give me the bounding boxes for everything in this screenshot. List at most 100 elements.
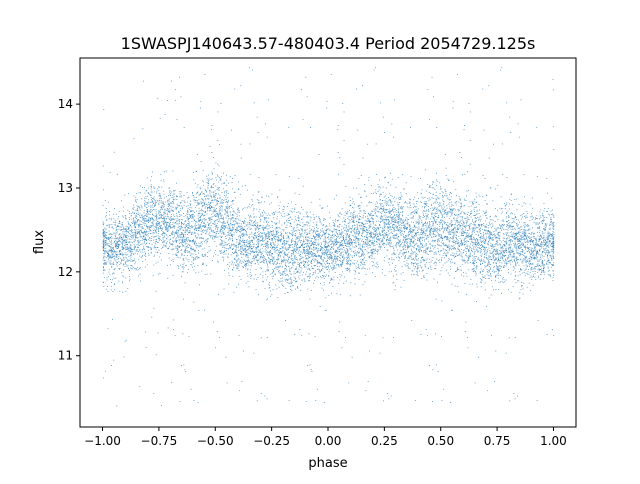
data-point [278, 252, 280, 253]
data-point [137, 210, 138, 211]
data-point [300, 247, 301, 249]
data-point [204, 226, 206, 228]
data-point [103, 282, 104, 284]
data-point [253, 246, 255, 247]
data-point [218, 189, 220, 191]
data-point [122, 248, 124, 250]
data-point [176, 119, 178, 121]
data-point [102, 272, 104, 274]
data-point [120, 229, 122, 231]
data-point [314, 271, 316, 273]
data-point [174, 233, 176, 234]
data-point [157, 252, 159, 253]
data-point [201, 180, 203, 182]
data-point [134, 239, 136, 240]
data-point [272, 247, 274, 248]
data-point [106, 215, 107, 217]
data-point [136, 229, 138, 231]
data-point [172, 248, 174, 250]
data-point [182, 271, 184, 273]
data-point [105, 370, 106, 372]
data-point [259, 251, 261, 253]
data-point [181, 233, 183, 235]
data-point [111, 263, 113, 265]
data-point [278, 240, 279, 241]
data-point [118, 237, 120, 239]
data-point [145, 347, 147, 348]
data-point [248, 243, 250, 244]
data-point [305, 76, 307, 78]
data-point [247, 275, 249, 277]
data-point [155, 215, 157, 217]
data-point [200, 216, 201, 218]
data-point [209, 219, 211, 221]
data-point [323, 224, 325, 226]
data-point [329, 248, 331, 250]
data-point [256, 256, 257, 258]
data-point [142, 222, 144, 223]
data-point [297, 248, 298, 250]
data-point [256, 278, 258, 280]
data-point [107, 239, 109, 241]
data-point [227, 214, 229, 216]
data-point [202, 248, 204, 250]
data-point [134, 247, 135, 249]
data-point [139, 209, 141, 211]
data-point [286, 268, 288, 270]
data-point [216, 223, 218, 224]
data-point [332, 222, 334, 223]
data-point [296, 244, 298, 246]
data-point [314, 248, 316, 250]
data-point [127, 238, 129, 240]
data-point [244, 248, 246, 250]
data-point [248, 247, 250, 249]
data-point [194, 199, 195, 201]
data-point [133, 267, 135, 269]
data-point [228, 275, 230, 276]
data-point [192, 266, 193, 268]
data-point [279, 281, 281, 283]
data-point [104, 264, 106, 266]
data-point [297, 249, 299, 251]
data-point [130, 247, 132, 249]
data-point [191, 233, 193, 235]
data-point [310, 252, 312, 254]
data-point [117, 246, 119, 248]
data-point [228, 200, 229, 202]
data-point [158, 229, 159, 231]
data-point [107, 290, 109, 292]
data-point [185, 250, 187, 252]
data-point [334, 255, 336, 257]
data-point [213, 232, 215, 234]
data-point [112, 257, 113, 258]
data-point [212, 206, 214, 208]
data-point [246, 246, 248, 248]
data-point [253, 252, 254, 253]
data-point [116, 262, 118, 263]
data-point [122, 243, 123, 245]
data-point [220, 179, 222, 181]
data-point [276, 230, 278, 232]
data-point [337, 230, 339, 231]
data-point [226, 201, 227, 202]
data-point [134, 229, 136, 231]
data-point [204, 274, 206, 275]
data-point [193, 195, 194, 197]
data-point [113, 221, 115, 223]
data-point [109, 224, 111, 226]
data-point [217, 231, 218, 233]
data-point [170, 219, 172, 221]
data-point [136, 209, 138, 211]
data-point [145, 218, 147, 220]
data-point [137, 206, 139, 208]
data-point [287, 260, 288, 262]
data-point [155, 241, 157, 242]
data-point [221, 210, 223, 212]
data-point [228, 268, 230, 270]
data-point [153, 196, 155, 198]
data-point [170, 201, 172, 203]
data-point [264, 236, 266, 238]
data-point [219, 179, 221, 181]
data-point [272, 217, 274, 219]
data-point [263, 217, 265, 218]
